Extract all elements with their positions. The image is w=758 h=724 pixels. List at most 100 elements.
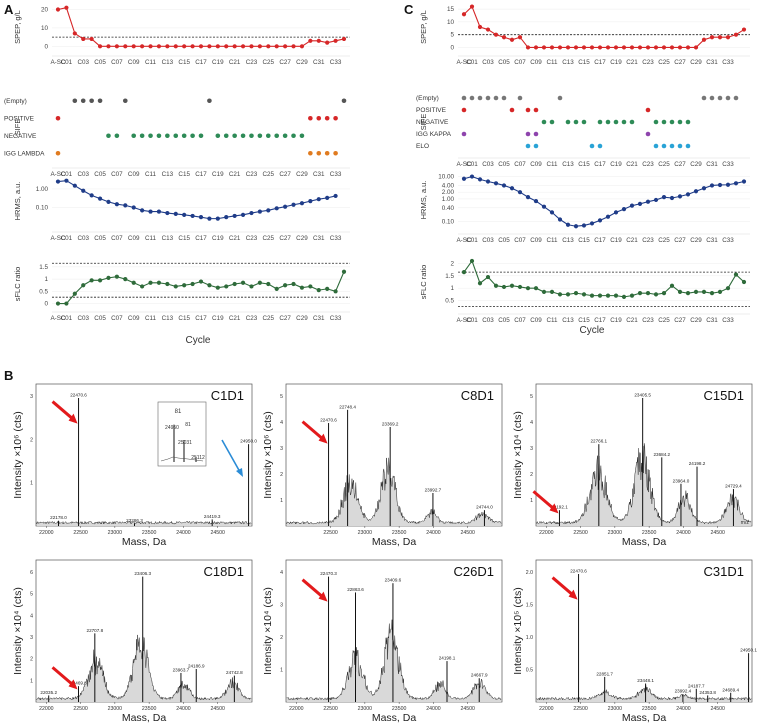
spectrum-c15d1-ylabel: Intensity ×10⁴ (cts) <box>512 411 524 499</box>
a-spep-point <box>89 36 94 42</box>
c-spep-xtick: C15 <box>578 59 590 66</box>
a-sife-dot <box>131 133 137 139</box>
c1d1-inset-label: 81 <box>175 409 182 415</box>
a-sife-dot <box>148 133 153 139</box>
spectrum-c1d1-area <box>36 521 252 526</box>
c-spep-xtick: C29 <box>690 59 702 66</box>
c-sflc-xtick: C29 <box>690 317 702 324</box>
spectrum-c26d1-peak-label: 22470.3 <box>320 571 337 576</box>
c-hrms-point <box>533 198 539 204</box>
c-hrms-point <box>629 203 635 208</box>
c-sife-xtick: A-SC <box>456 161 471 168</box>
spectrum-c31d1-area <box>536 685 752 702</box>
spectrum-c15d1-ytick: 4 <box>530 420 533 426</box>
c-hrms-xtick: C09 <box>530 237 542 244</box>
a-spep-point <box>131 44 136 49</box>
a-sflc-point <box>64 301 69 306</box>
a-spep-point <box>283 44 288 49</box>
c-sflc-ytick: 2 <box>450 260 454 267</box>
a-spep-point <box>97 44 103 49</box>
a-sflc-point <box>207 283 212 288</box>
a-spep-xtick: C11 <box>145 59 157 66</box>
c-spep-point <box>573 45 579 50</box>
spectrum-c1d1-xtick: 23000 <box>108 530 123 536</box>
c-spep-ytick: 15 <box>447 6 455 13</box>
c-sife-dot <box>685 143 691 149</box>
spectrum-c31d1-xtick: 23500 <box>642 706 657 712</box>
c-sife-dot <box>653 143 659 149</box>
spectrum-c31d1-ytick: 1.5 <box>526 603 533 609</box>
a-sife-dot <box>223 133 229 139</box>
spectrum-c1d1-ylabel: Intensity ×10⁶ (cts) <box>12 411 24 498</box>
c-spep-ytick: 5 <box>450 32 454 39</box>
a-sife-xtick: C09 <box>128 171 140 178</box>
a-sflc-xtick: C11 <box>145 315 157 322</box>
spectrum-c1d1-peak-label: 22470.6 <box>70 392 87 397</box>
a-hrms-xtick: C25 <box>263 235 275 242</box>
c-sife-dot <box>597 143 603 149</box>
c-sife-row-label: NEGATIVE <box>416 119 449 126</box>
c-sflc-point <box>629 293 635 298</box>
c-sife-dot <box>573 119 579 125</box>
a-sife-dot <box>274 133 280 139</box>
a-sflc-ytick: 0.5 <box>39 288 48 295</box>
a-spep-point <box>140 44 145 49</box>
spectrum-c1d1-peak-label: 22178.0 <box>50 515 67 520</box>
a-hrms-point <box>232 213 237 219</box>
a-spep-series-line <box>57 7 345 47</box>
c1d1-inset-label: 24950 <box>165 425 179 431</box>
spectrum-c18d1-xlabel: Mass, Da <box>122 712 167 724</box>
a-spep-point <box>299 44 305 49</box>
a-sflc-xtick: C13 <box>162 315 174 322</box>
a-sflc-point <box>257 280 262 285</box>
c-hrms-xtick: C33 <box>722 237 734 244</box>
a-sife-row-label: NEGATIVE <box>4 133 37 140</box>
a-hrms-xtick: C21 <box>229 235 241 242</box>
spectrum-c15d1-xtick: 22000 <box>539 530 554 536</box>
a-spep-xtick: C09 <box>128 59 140 66</box>
spectrum-c8d1-ytick: 2 <box>280 472 283 478</box>
c-spep-series-line <box>463 5 745 48</box>
c-hrms-ytick: 4.00 <box>442 182 455 189</box>
c-hrms-xtick: C23 <box>642 237 654 244</box>
c-hrms-point <box>733 181 739 186</box>
c-sflc-ytick: 1.5 <box>445 273 454 280</box>
spectrum-c15d1-unit: m/z <box>741 520 750 526</box>
c-spep-ytick: 10 <box>447 19 455 26</box>
spectrum-c18d1-peak-label: 24742.8 <box>226 670 243 675</box>
c-spep-xtick: A-SC <box>456 59 471 66</box>
spectrum-c31d1-ytick: 0.5 <box>526 668 533 674</box>
c-hrms-point <box>589 221 595 226</box>
c-sflc-point <box>701 289 707 295</box>
c-sflc-xtick: C11 <box>546 317 558 324</box>
a-sife-xtick: C17 <box>195 171 207 178</box>
c-sflc-point <box>621 294 627 299</box>
a-spep-point <box>123 44 128 49</box>
c-sife-row-label: ELO <box>416 143 429 150</box>
c-spep-ylabel: SPEP, g/L <box>419 10 428 44</box>
spectrum-c15d1-xlabel: Mass, Da <box>622 536 667 548</box>
a-sife-dot <box>316 115 322 121</box>
c-spep-point <box>517 35 523 40</box>
a-spep-point <box>182 44 187 49</box>
c-spep-point <box>645 45 651 50</box>
spectrum-c1d1-xtick: 24500 <box>210 530 225 536</box>
a-hrms-xtick: C17 <box>195 235 207 242</box>
a-hrms-point <box>274 206 279 211</box>
a-spep-point <box>64 5 69 10</box>
spectrum-c31d1-xtick: 22500 <box>573 706 588 712</box>
c-sflc-point <box>477 281 483 286</box>
a-spep-ylabel: SPEP, g/L <box>13 10 22 44</box>
spectrum-c8d1-ytick: 4 <box>280 420 283 426</box>
c-sife-dot <box>565 119 571 125</box>
spectrum-c31d1-frame <box>535 559 753 703</box>
a-sflc-point <box>148 280 153 285</box>
c-hrms-xtick: C15 <box>578 237 590 244</box>
c-sife-dot <box>533 107 539 113</box>
a-sflc-point <box>240 280 246 285</box>
a-hrms-point <box>215 216 220 221</box>
c-hrms-xtick: C19 <box>610 237 622 244</box>
c-hrms-point <box>637 201 643 206</box>
c-spep-point <box>477 24 483 30</box>
c-hrms-point <box>461 176 467 181</box>
